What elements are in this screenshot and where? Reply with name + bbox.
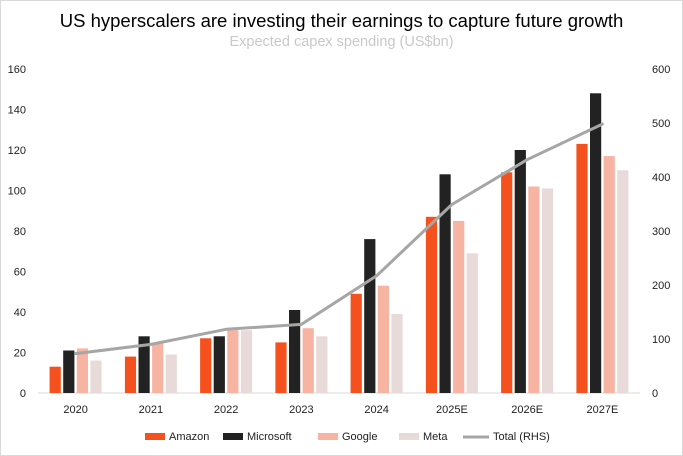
- bar-microsoft: [138, 336, 150, 393]
- y2-tick-label: 300: [652, 226, 670, 238]
- bar-google: [377, 285, 389, 393]
- bar-amazon: [275, 342, 287, 393]
- chart-subtitle: Expected capex spending (US$bn): [229, 34, 454, 50]
- legend-swatch-meta: [399, 433, 419, 440]
- y-tick-label: 80: [14, 226, 26, 238]
- y-tick-label: 20: [14, 348, 26, 360]
- legend-label-amazon: Amazon: [169, 431, 209, 443]
- bar-microsoft: [439, 174, 451, 393]
- y2-tick-label: 600: [652, 64, 670, 76]
- bar-amazon: [576, 143, 588, 393]
- bar-microsoft: [63, 350, 75, 393]
- chart-title: US hyperscalers are investing their earn…: [59, 10, 624, 31]
- bar-amazon: [425, 216, 438, 393]
- y-tick-label: 120: [8, 145, 26, 157]
- bar-amazon: [350, 293, 362, 393]
- x-tick-label: 2024: [364, 404, 388, 416]
- legend-label-meta: Meta: [423, 431, 448, 443]
- bar-meta: [541, 188, 554, 393]
- legend-label-microsoft: Microsoft: [247, 431, 292, 443]
- y-tick-label: 60: [14, 267, 26, 279]
- x-tick-label: 2023: [289, 404, 313, 416]
- bar-microsoft: [514, 150, 526, 393]
- bar-microsoft: [213, 336, 225, 393]
- bar-amazon: [200, 338, 212, 393]
- bar-google: [603, 156, 615, 393]
- bar-meta: [240, 330, 253, 393]
- legend-swatch-microsoft: [223, 433, 243, 440]
- x-tick-label: 2026E: [511, 404, 543, 416]
- y-tick-label: 160: [8, 64, 26, 76]
- bar-meta: [316, 336, 328, 393]
- x-tick-label: 2025E: [436, 404, 468, 416]
- bar-meta: [617, 170, 629, 394]
- bar-microsoft: [289, 310, 301, 393]
- bar-google: [302, 328, 314, 393]
- bar-amazon: [501, 172, 513, 393]
- bar-meta: [466, 253, 478, 393]
- y-tick-label: 40: [14, 307, 26, 319]
- y2-tick-label: 200: [652, 280, 670, 292]
- x-tick-label: 2022: [214, 404, 238, 416]
- y2-tick-label: 0: [652, 388, 658, 400]
- bar-google: [76, 348, 88, 393]
- bar-google: [453, 220, 465, 393]
- bar-amazon: [124, 356, 137, 393]
- y-tick-label: 140: [8, 105, 26, 117]
- y-tick-label: 0: [20, 388, 26, 400]
- y2-tick-label: 400: [652, 172, 670, 184]
- bar-google: [227, 330, 239, 393]
- x-tick-label: 2020: [63, 404, 87, 416]
- legend-swatch-amazon: [145, 433, 165, 440]
- x-tick-label: 2021: [139, 404, 163, 416]
- bar-microsoft: [364, 239, 376, 393]
- line-total-rhs: [74, 122, 604, 356]
- y2-tick-label: 100: [652, 334, 670, 346]
- legend-label-google: Google: [342, 431, 377, 443]
- bar-google: [528, 186, 540, 393]
- y2-tick-label: 500: [652, 118, 670, 130]
- bar-meta: [165, 354, 177, 393]
- legend-swatch-google: [318, 433, 338, 440]
- legend-label-total: Total (RHS): [493, 431, 550, 443]
- y-tick-label: 100: [8, 186, 26, 198]
- bar-meta: [90, 360, 102, 393]
- bar-meta: [391, 314, 403, 393]
- bar-google: [152, 342, 164, 393]
- bar-microsoft: [590, 93, 602, 394]
- x-tick-label: 2027E: [586, 404, 618, 416]
- bar-amazon: [49, 366, 61, 393]
